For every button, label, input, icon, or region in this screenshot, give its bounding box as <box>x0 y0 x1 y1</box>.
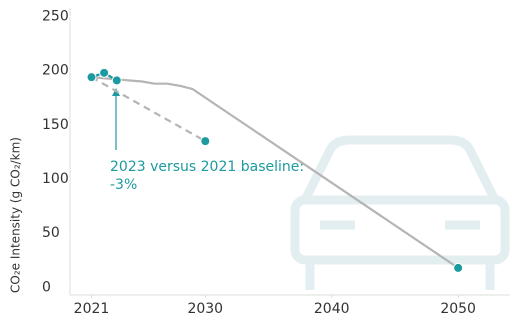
y-axis-label: CO₂e Intensity (g CO₂/km) <box>9 137 23 293</box>
x-tick-label: 2021 <box>74 301 110 317</box>
point <box>454 263 463 272</box>
annotation: -3% <box>110 177 137 193</box>
y-tick-label: 0 <box>42 279 51 295</box>
chart: CO₂e Intensity (g CO₂/km) 2023 versus 20… <box>0 0 516 317</box>
x-tick-label: 2040 <box>314 301 350 317</box>
car-icon <box>295 140 505 290</box>
point <box>100 68 109 77</box>
point <box>201 137 210 146</box>
y-tick-label: 200 <box>42 63 69 79</box>
y-tick-label: 50 <box>42 225 60 241</box>
y-tick-label: 150 <box>42 117 69 133</box>
annotation: 2023 versus 2021 baseline: <box>110 159 304 175</box>
y-tick-label: 250 <box>42 9 69 25</box>
x-tick-label: 2030 <box>187 301 223 317</box>
y-tick-label: 100 <box>42 171 69 187</box>
series-line <box>91 77 205 141</box>
x-tick-label: 2050 <box>440 301 476 317</box>
point <box>112 76 121 85</box>
point <box>87 73 96 82</box>
